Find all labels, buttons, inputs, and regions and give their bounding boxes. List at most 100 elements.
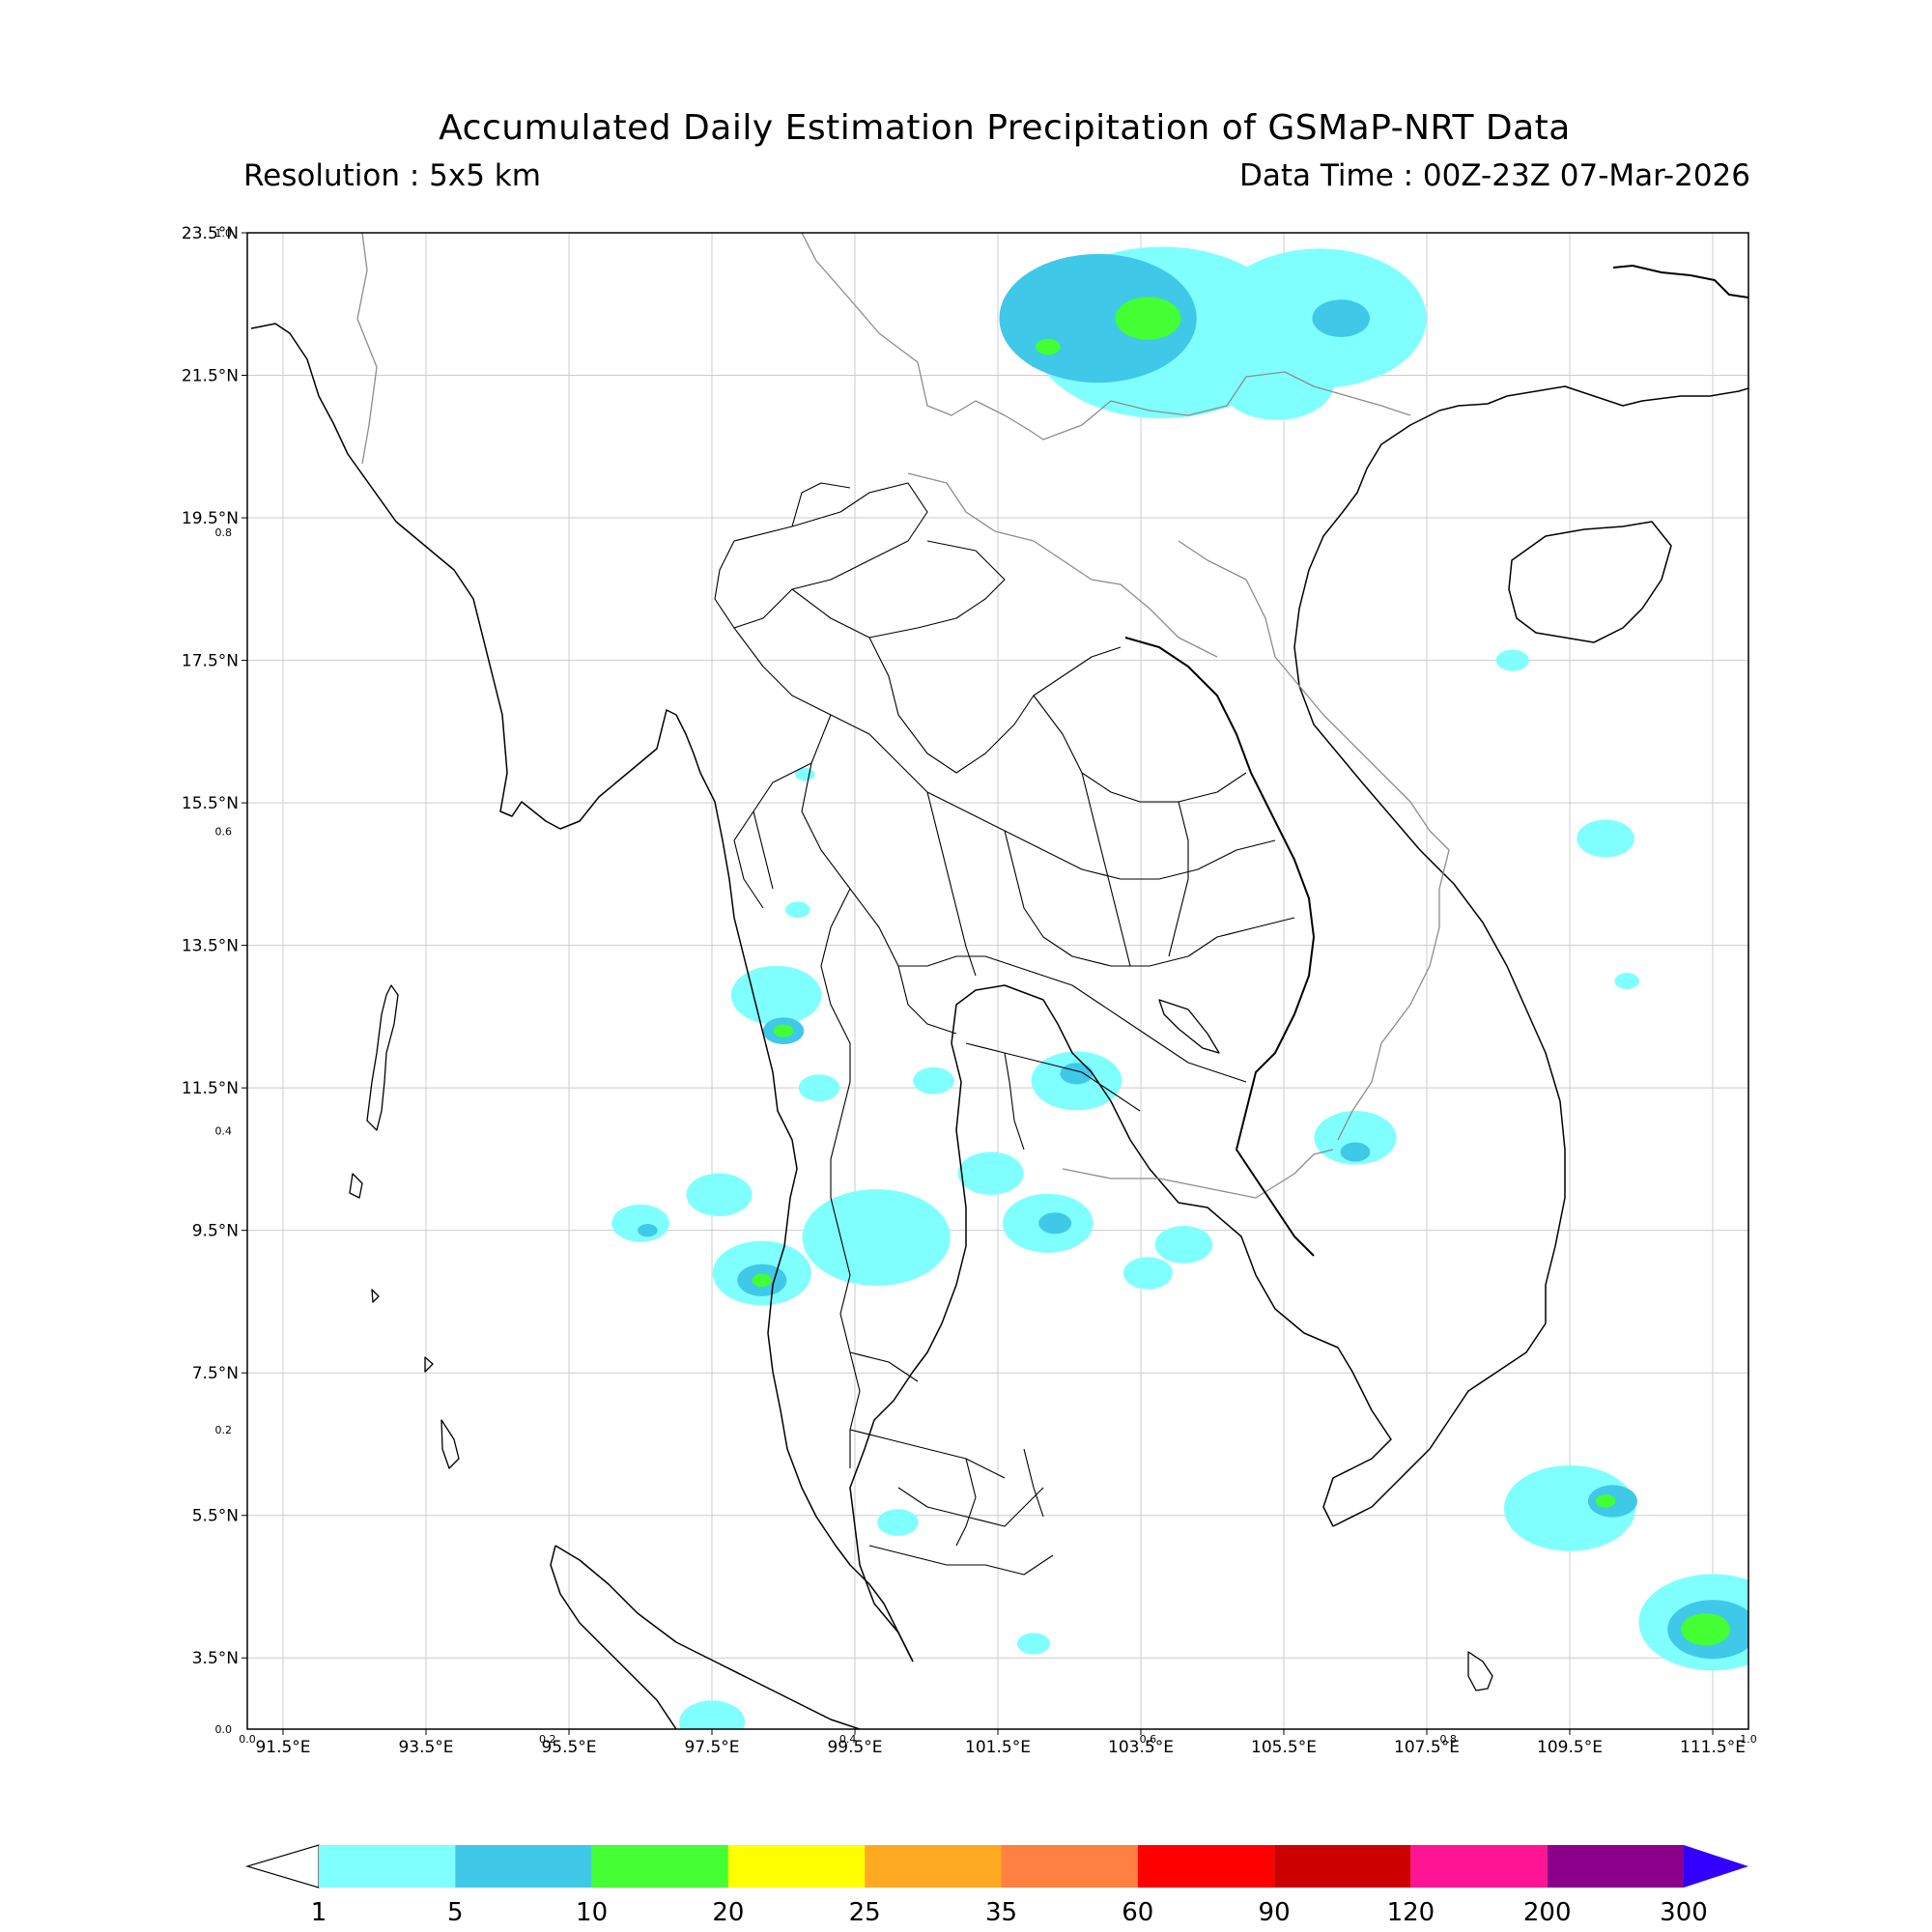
colorbar-segment [1410, 1845, 1548, 1888]
rain-cell [1312, 299, 1370, 337]
colorbar-segment [1137, 1845, 1275, 1888]
colorbar-level-label: 25 [849, 1898, 881, 1927]
colorbar-level-label: 5 [447, 1898, 464, 1927]
colorbar-level-label: 60 [1122, 1898, 1153, 1927]
rain-cell [1122, 1257, 1173, 1290]
lat-tick-label: 19.5°N [182, 509, 239, 528]
lat-tick-label: 11.5°N [182, 1079, 239, 1098]
colorbar-level-label: 300 [1660, 1898, 1708, 1927]
frame-tick-label-left: 1.0 [215, 227, 233, 240]
graticule [247, 232, 1748, 1729]
lon-tick-label: 109.5°E [1537, 1738, 1603, 1757]
lat-tick-label: 9.5°N [192, 1222, 239, 1241]
border-cambodia [1062, 1149, 1334, 1199]
colorbar-level-label: 20 [712, 1898, 744, 1927]
rain-cell [1495, 649, 1529, 671]
lon-tick-label: 107.5°E [1394, 1738, 1460, 1757]
coastline-borneo [1467, 1651, 1493, 1691]
rain-cell [1314, 1111, 1397, 1165]
lat-tick-label: 3.5°N [192, 1649, 239, 1668]
coastline-sumatra-north [550, 1545, 677, 1729]
colorbar-level-label: 10 [576, 1898, 608, 1927]
frame-tick-label-bottom: 1.0 [1740, 1733, 1757, 1746]
map-title: Accumulated Daily Estimation Precipitati… [439, 108, 1571, 148]
lat-tick-label: 7.5°N [192, 1364, 239, 1383]
colorbar-segment [1274, 1845, 1411, 1888]
rain-cell [802, 1189, 951, 1286]
frame-tick-label-left: 0.2 [215, 1424, 233, 1436]
coastline-hainan [1508, 521, 1672, 643]
rain-cell [1038, 1212, 1072, 1235]
colorbar-segment [865, 1845, 1002, 1888]
rain-cell [773, 1024, 794, 1037]
rain-cell [1595, 1494, 1616, 1508]
rain-field [611, 246, 1748, 1729]
lat-tick-label: 17.5°N [182, 652, 239, 671]
colorbar-segment [1547, 1845, 1684, 1888]
rain-cell [1577, 819, 1634, 858]
lon-tick-label: 101.5°E [965, 1738, 1031, 1757]
rain-cell [638, 1224, 658, 1237]
axes: 23.5°N 21.5°N 19.5°N 17.5°N 15.5°N 13.5°N 11.5… [182, 224, 1757, 1757]
border-laos-vietnam [1178, 540, 1450, 1141]
lon-tick-label: 105.5°E [1251, 1738, 1317, 1757]
frame-tick-label-bottom: 0.6 [1140, 1733, 1157, 1746]
colorbar-under-arrow [245, 1844, 320, 1889]
frame-tick-label-left: 0.4 [215, 1124, 233, 1137]
colorbar-level-label: 120 [1387, 1898, 1435, 1927]
colorbar-level-label: 35 [985, 1898, 1017, 1927]
border-china [356, 233, 1411, 465]
coastlines-borders [250, 233, 1748, 1729]
lon-tick-label: 103.5°E [1108, 1738, 1174, 1757]
rain-cell [1115, 297, 1181, 340]
border-thailand-east [1124, 637, 1315, 1257]
andaman-islands [366, 984, 399, 1131]
colorbar-segment [455, 1845, 592, 1888]
rain-cell [1060, 1063, 1094, 1085]
coastline-sumatra [554, 1545, 861, 1729]
lat-tick-label: 13.5°N [182, 937, 239, 956]
lon-tick-label: 93.5°E [398, 1738, 453, 1757]
rain-cell [730, 965, 822, 1025]
lat-tick-label: 21.5°N [182, 367, 239, 386]
rain-cell [686, 1173, 753, 1216]
rain-cell [1016, 1633, 1051, 1655]
colorbar-segment [1001, 1845, 1138, 1888]
rain-cell [877, 1509, 919, 1536]
colorbar-level-label: 1 [311, 1898, 327, 1927]
nicobar-islands [349, 1173, 460, 1469]
rain-cell [913, 1066, 954, 1094]
data-time-label: Data Time : 00Z-23Z 07-Mar-2026 [1239, 158, 1750, 193]
colorbar-level-label: 200 [1523, 1898, 1572, 1927]
colorbar-segment [727, 1845, 866, 1888]
frame-tick-label-left: 0.0 [215, 1723, 233, 1736]
rain-cell [1219, 345, 1335, 420]
colorbar-outline [245, 1844, 320, 1889]
lon-tick-label: 95.5°E [541, 1738, 596, 1757]
colorbar-segment [591, 1845, 728, 1888]
rain-cell [1614, 973, 1639, 989]
rain-cell [785, 901, 810, 919]
rain-cell [798, 1074, 840, 1102]
rain-cell [1154, 1225, 1213, 1264]
colorbar-segment [319, 1845, 456, 1888]
colorbar-over-arrow [1684, 1845, 1748, 1888]
lat-tick-label: 15.5°N [182, 794, 239, 813]
rain-cell [611, 1204, 669, 1242]
coastline-south-china [1612, 265, 1748, 298]
frame-tick-label-bottom: 0.4 [839, 1733, 857, 1746]
lon-tick-label: 99.5°E [827, 1738, 882, 1757]
coastline-gulf-of-thailand [849, 984, 1392, 1662]
lon-tick-label: 111.5°E [1680, 1738, 1746, 1757]
tonle-sap-lake [1158, 999, 1220, 1054]
coastline-vietnam [1293, 385, 1748, 1527]
frame-tick-label-bottom: 0.8 [1439, 1733, 1457, 1746]
lon-tick-label: 91.5°E [255, 1738, 310, 1757]
lat-tick-label: 23.5°N [182, 224, 239, 243]
rain-cell [1681, 1613, 1731, 1646]
rain-cell [1340, 1142, 1371, 1162]
border-laos-north [907, 472, 1218, 658]
rain-cell [1036, 338, 1061, 355]
frame-tick-label-left: 0.6 [215, 826, 233, 838]
